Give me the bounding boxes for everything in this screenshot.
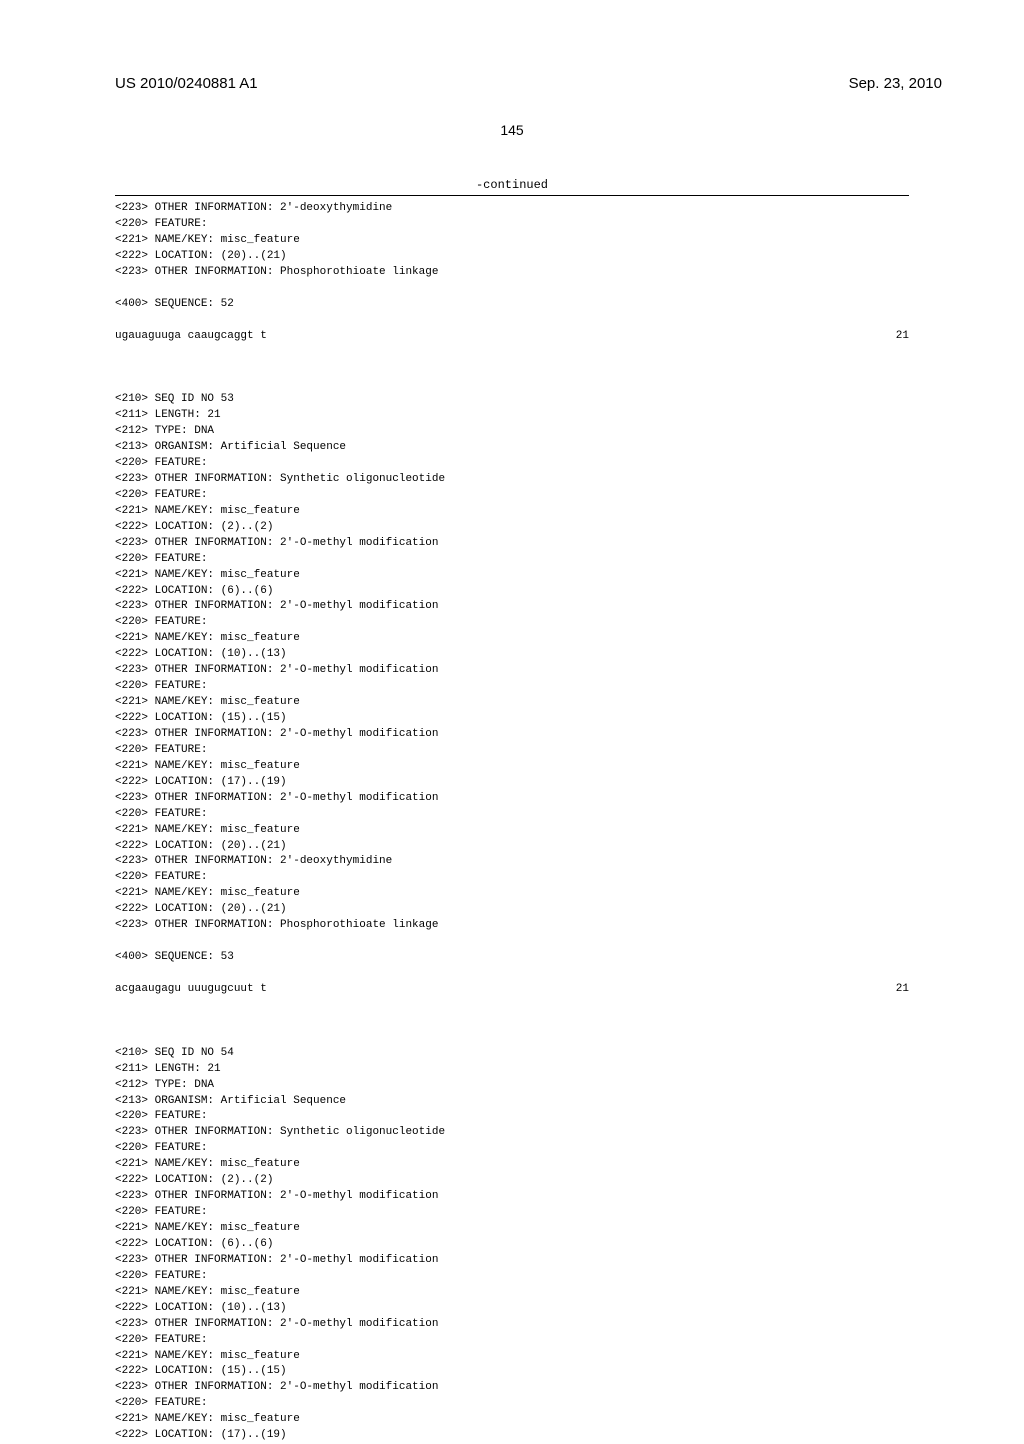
- document-header: US 2010/0240881 A1 Sep. 23, 2010: [0, 0, 1024, 92]
- sequence-text-block: <210> SEQ ID NO 53 <211> LENGTH: 21 <212…: [115, 393, 445, 963]
- sequence-text-block: <223> OTHER INFORMATION: 2'-deoxythymidi…: [115, 202, 438, 310]
- patent-number: US 2010/0240881 A1: [115, 75, 258, 92]
- continued-label: -continued: [0, 178, 1024, 192]
- sequence-text: acgaaugagu uuugugcuut t: [115, 982, 267, 998]
- sequence-listing: <223> OTHER INFORMATION: 2'-deoxythymidi…: [0, 196, 1024, 1444]
- sequence-row: acgaaugagu uuugugcuut t 21: [115, 982, 909, 998]
- sequence-text: ugauaguuga caaugcaggt t: [115, 329, 267, 345]
- sequence-length: 21: [896, 982, 909, 998]
- sequence-row: ugauaguuga caaugcaggt t 21: [115, 329, 909, 345]
- patent-date: Sep. 23, 2010: [849, 75, 942, 92]
- sequence-length: 21: [896, 329, 909, 345]
- sequence-text-block: <210> SEQ ID NO 54 <211> LENGTH: 21 <212…: [115, 1047, 445, 1442]
- page-number: 145: [0, 122, 1024, 138]
